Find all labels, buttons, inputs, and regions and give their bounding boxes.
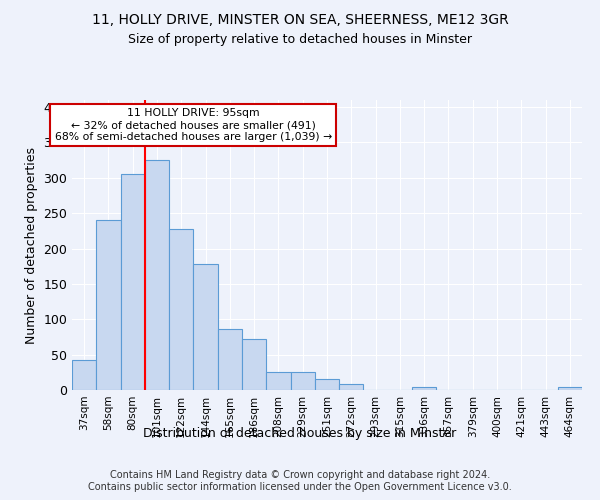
Bar [218, 329, 242, 390]
Bar [72, 360, 96, 390]
Bar [339, 384, 364, 390]
Bar [96, 220, 121, 390]
Bar [266, 372, 290, 390]
Text: Distribution of detached houses by size in Minster: Distribution of detached houses by size … [143, 428, 457, 440]
Bar [169, 228, 193, 390]
Bar [242, 339, 266, 390]
Text: Size of property relative to detached houses in Minster: Size of property relative to detached ho… [128, 32, 472, 46]
Text: Contains public sector information licensed under the Open Government Licence v3: Contains public sector information licen… [88, 482, 512, 492]
Text: 11 HOLLY DRIVE: 95sqm
← 32% of detached houses are smaller (491)
68% of semi-det: 11 HOLLY DRIVE: 95sqm ← 32% of detached … [55, 108, 332, 142]
Bar [412, 387, 436, 390]
Text: Contains HM Land Registry data © Crown copyright and database right 2024.: Contains HM Land Registry data © Crown c… [110, 470, 490, 480]
Bar [121, 174, 145, 390]
Bar [315, 380, 339, 390]
Bar [145, 160, 169, 390]
Text: 11, HOLLY DRIVE, MINSTER ON SEA, SHEERNESS, ME12 3GR: 11, HOLLY DRIVE, MINSTER ON SEA, SHEERNE… [92, 12, 508, 26]
Bar [193, 264, 218, 390]
Bar [290, 372, 315, 390]
Y-axis label: Number of detached properties: Number of detached properties [25, 146, 38, 344]
Bar [558, 387, 582, 390]
